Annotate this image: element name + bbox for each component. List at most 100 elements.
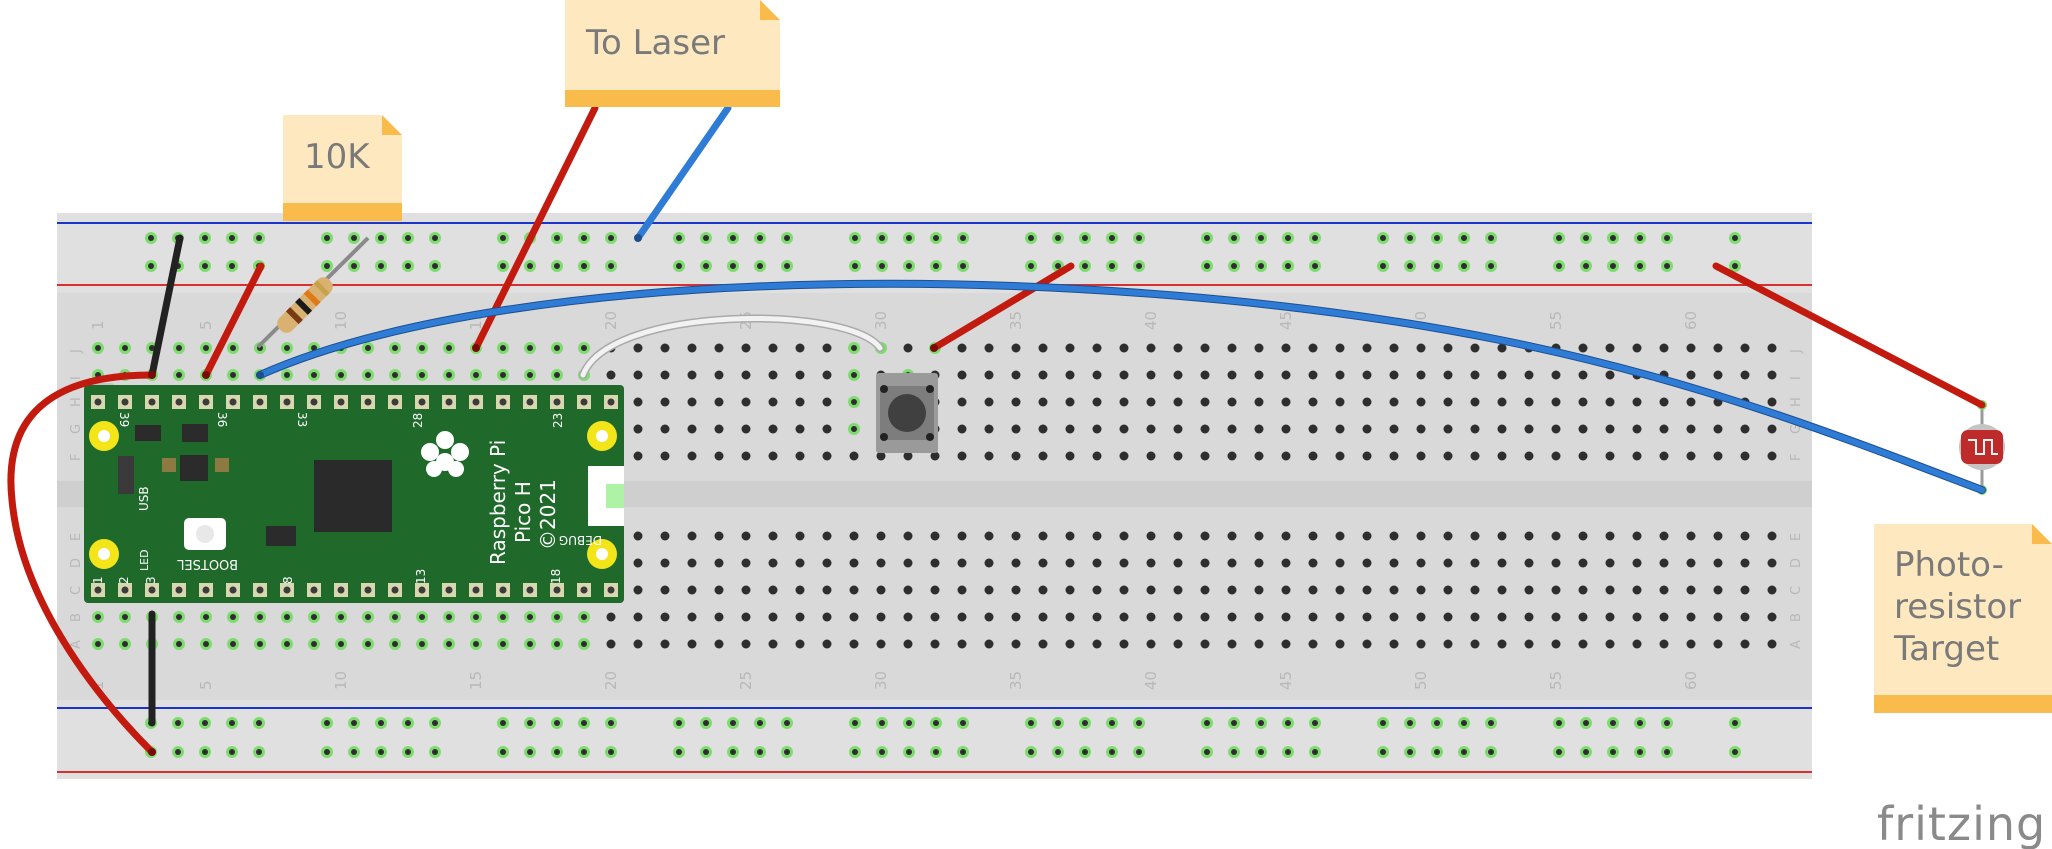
breadboard-hole [1470, 451, 1480, 461]
breadboard-hole [1713, 370, 1723, 380]
breadboard-hole [1362, 370, 1372, 380]
breadboard-hole [1065, 424, 1075, 434]
breadboard-hole [1659, 612, 1669, 622]
breadboard-hole [1335, 451, 1345, 461]
breadboard-hole [1578, 585, 1588, 595]
breadboard-hole [822, 612, 832, 622]
breadboard-hole [984, 612, 994, 622]
note-resistor-text: 10K [304, 137, 371, 177]
column-number: 55 [1547, 311, 1565, 330]
usb-label: USB [137, 486, 151, 511]
breadboard-hole [1308, 370, 1318, 380]
wire-black [148, 234, 184, 379]
breadboard-hole [1416, 612, 1426, 622]
breadboard-hole [903, 639, 913, 649]
breadboard-hole [1146, 343, 1156, 353]
breadboard-hole [1254, 397, 1264, 407]
raspberry-pi-pico: Raspberry Pi Pico H ©2021 USB LED BOOTSE… [84, 383, 624, 603]
breadboard-hole [822, 639, 832, 649]
pin-number: 33 [295, 412, 309, 427]
breadboard-hole [1524, 370, 1534, 380]
breadboard-hole [1632, 424, 1642, 434]
breadboard-hole [1605, 531, 1615, 541]
row-letter: B [69, 613, 84, 622]
debug-label: DEBUG [559, 533, 602, 547]
breadboard-hole [1416, 639, 1426, 649]
breadboard-hole [1578, 612, 1588, 622]
breadboard-hole [1443, 397, 1453, 407]
breadboard-hole [1767, 370, 1777, 380]
breadboard-hole [1740, 639, 1750, 649]
breadboard-hole [606, 612, 616, 622]
breadboard-hole [1659, 558, 1669, 568]
breadboard-hole [903, 343, 913, 353]
breadboard-hole [1173, 639, 1183, 649]
breadboard-hole [876, 558, 886, 568]
breadboard-hole [1119, 639, 1129, 649]
breadboard-hole [741, 397, 751, 407]
breadboard-hole [1767, 451, 1777, 461]
crystal [215, 458, 229, 472]
breadboard-hole [1011, 424, 1021, 434]
wire-blue-to-laser [634, 104, 732, 242]
pin-number: 8 [281, 576, 295, 584]
breadboard-hole [1362, 424, 1372, 434]
breadboard-hole [1578, 343, 1588, 353]
column-number: 50 [1412, 671, 1430, 690]
breadboard-hole [687, 558, 697, 568]
breadboard-hole [1497, 424, 1507, 434]
breadboard-hole [1686, 585, 1696, 595]
breadboard-hole [1713, 343, 1723, 353]
breadboard-hole [606, 639, 616, 649]
breadboard-hole [822, 370, 832, 380]
breadboard-hole [1632, 558, 1642, 568]
breadboard-hole [714, 612, 724, 622]
breadboard-hole [849, 612, 859, 622]
breadboard-hole [633, 370, 643, 380]
breadboard-hole [687, 612, 697, 622]
breadboard-hole [714, 370, 724, 380]
breadboard-hole [903, 531, 913, 541]
breadboard-hole [1335, 424, 1345, 434]
breadboard-hole [1389, 370, 1399, 380]
raspberry-logo [421, 431, 469, 477]
top-power-rail [57, 213, 1812, 293]
breadboard-hole [1038, 585, 1048, 595]
breadboard-hole [1362, 612, 1372, 622]
chip [180, 455, 208, 481]
breadboard-hole [741, 531, 751, 541]
breadboard-hole [1605, 558, 1615, 568]
breadboard-hole [1767, 639, 1777, 649]
breadboard-hole [660, 531, 670, 541]
breadboard-hole [957, 612, 967, 622]
breadboard-hole [903, 612, 913, 622]
breadboard-hole [1281, 451, 1291, 461]
breadboard-hole [903, 558, 913, 568]
breadboard-hole [633, 531, 643, 541]
breadboard-hole [1362, 558, 1372, 568]
breadboard-hole [741, 558, 751, 568]
breadboard-hole [1524, 585, 1534, 595]
breadboard-hole [1335, 397, 1345, 407]
breadboard-hole [1686, 531, 1696, 541]
breadboard-hole [1578, 451, 1588, 461]
breadboard-hole [1335, 558, 1345, 568]
breadboard-hole [1308, 451, 1318, 461]
row-letter: A [1789, 640, 1804, 649]
breadboard-hole [795, 585, 805, 595]
breadboard-hole [957, 585, 967, 595]
breadboard-hole [1713, 451, 1723, 461]
breadboard-hole [1524, 424, 1534, 434]
breadboard-hole [795, 370, 805, 380]
breadboard-hole [1605, 639, 1615, 649]
breadboard-hole [1011, 531, 1021, 541]
breadboard-hole [1443, 639, 1453, 649]
breadboard-hole [1308, 558, 1318, 568]
breadboard-hole [1065, 612, 1075, 622]
breadboard-hole [1713, 424, 1723, 434]
breadboard-hole [1092, 585, 1102, 595]
breadboard-hole [1146, 558, 1156, 568]
breadboard-hole [660, 343, 670, 353]
breadboard-hole [795, 558, 805, 568]
